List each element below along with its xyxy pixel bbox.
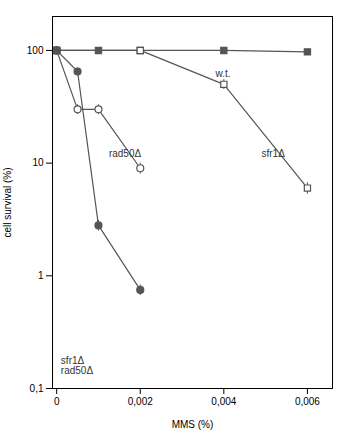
svg-text:1: 1 — [38, 270, 44, 281]
svg-text:0,1: 0,1 — [30, 383, 44, 394]
svg-text:0,002: 0,002 — [128, 396, 153, 407]
svg-text:MMS (%): MMS (%) — [172, 419, 214, 430]
svg-text:10: 10 — [32, 157, 44, 168]
svg-text:sfr1Δrad50Δ: sfr1Δrad50Δ — [61, 355, 94, 376]
svg-text:sfr1Δ: sfr1Δ — [261, 148, 285, 159]
svg-text:w.t.: w.t. — [214, 68, 230, 79]
svg-text:100: 100 — [27, 45, 44, 56]
svg-text:0,004: 0,004 — [211, 396, 236, 407]
svg-text:cell survival (%): cell survival (%) — [2, 167, 13, 237]
svg-text:0,006: 0,006 — [295, 396, 320, 407]
svg-text:0: 0 — [54, 396, 60, 407]
svg-text:rad50Δ: rad50Δ — [109, 148, 142, 159]
